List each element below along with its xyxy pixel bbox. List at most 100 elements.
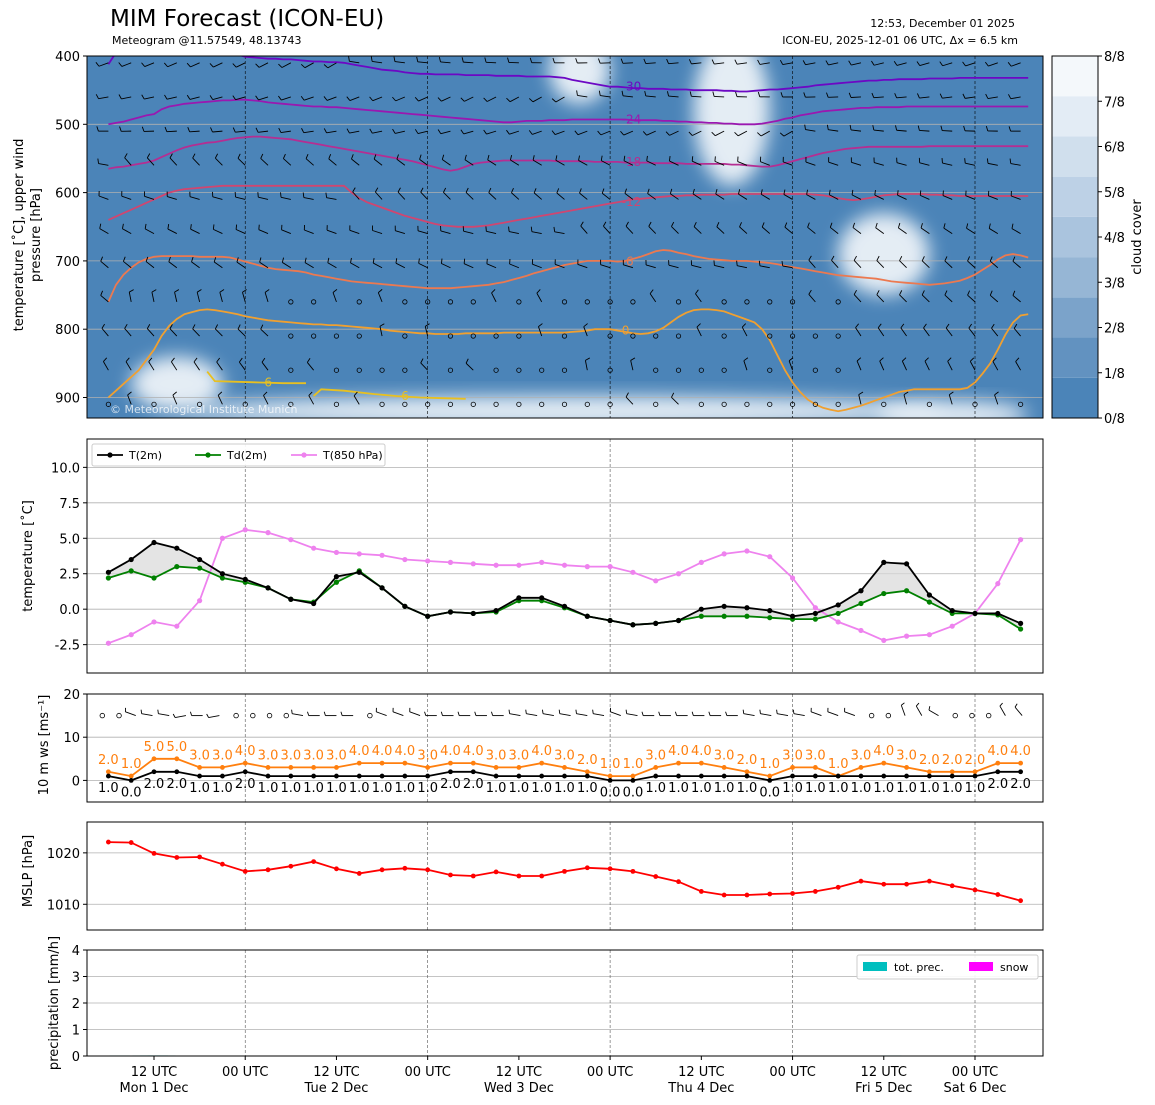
wind-barb-feather: [734, 59, 738, 65]
calm-marker: [539, 401, 545, 407]
wind-barb-feather: [597, 130, 602, 136]
wind-barb-feather: [779, 59, 784, 65]
legend-swatch: [969, 962, 993, 971]
wind-barb: [409, 711, 421, 717]
wind-barb: [858, 394, 862, 405]
wind-barb-feather: [743, 357, 749, 362]
calm-marker: [885, 712, 892, 719]
wind-barb-feather: [304, 257, 307, 263]
data-point: [105, 575, 111, 581]
wind-barb-feather: [641, 711, 644, 716]
wind-barb-feather: [944, 290, 948, 296]
wind-barb-feather: [190, 224, 192, 230]
data-point: [744, 773, 750, 779]
cloud-cover-colorbar: 0/8 1/8 2/8 3/8 4/8 5/8 6/8 7/8 8/8: [1051, 50, 1125, 427]
isotherm-line: [108, 135, 1029, 172]
data-label: 3.0: [851, 748, 872, 763]
wind-barb-feather: [919, 190, 922, 196]
wind-barb-feather: [598, 90, 601, 96]
wind-barb: [189, 96, 200, 100]
data-point: [790, 765, 795, 770]
data-point: [265, 585, 271, 591]
wind-barb-feather: [1012, 256, 1016, 262]
wind-barb-feather: [419, 154, 422, 160]
wind-barb-feather: [393, 56, 396, 62]
data-point: [926, 592, 932, 598]
wind-barb-feather: [1009, 158, 1012, 164]
wind-barb: [1010, 96, 1021, 100]
temperature-frame: [86, 438, 1044, 674]
wind-barb: [579, 192, 588, 200]
wind-barb-feather: [853, 255, 857, 261]
wind-barb: [166, 130, 177, 133]
ytick-label: 0.0: [59, 603, 80, 618]
data-point: [1018, 626, 1024, 632]
wind-barb-feather: [186, 62, 191, 68]
data-point: [584, 769, 590, 775]
wind-barb-feather: [757, 59, 761, 65]
data-point: [926, 878, 932, 884]
wind-barb-feather: [695, 289, 699, 295]
wind-barb-feather: [168, 256, 171, 262]
wind-barb: [577, 264, 588, 269]
wind-barb: [805, 62, 816, 66]
wind-barb: [463, 230, 474, 235]
wind-barb-feather: [141, 94, 145, 100]
wind-barb: [1011, 228, 1021, 234]
wind-barb: [920, 227, 930, 234]
calm-marker: [470, 401, 476, 407]
wind-barb: [100, 295, 109, 303]
wind-barb-feather: [437, 129, 442, 134]
wind-barb: [828, 161, 839, 166]
data-point: [402, 603, 408, 609]
wind-barb-feather: [984, 61, 989, 67]
wind-barb: [928, 709, 939, 716]
data-point: [653, 874, 659, 879]
wind-barb: [1014, 706, 1023, 716]
data-label: 4.0: [235, 744, 256, 759]
data-point: [333, 579, 340, 585]
wind-barb: [692, 160, 702, 166]
calm-marker: [402, 401, 408, 407]
wind-barb: [991, 327, 999, 337]
wind-barb-feather: [327, 257, 330, 263]
data-point: [128, 556, 134, 563]
data-label: 4.0: [691, 744, 712, 759]
wind-barb: [327, 62, 337, 69]
data-point: [949, 608, 955, 614]
data-point: [903, 633, 910, 639]
data-label: 1.0: [303, 781, 324, 796]
ytick-label: 1020: [47, 847, 80, 862]
calm-marker: [197, 401, 203, 407]
calm-marker: [333, 401, 340, 407]
data-point: [903, 561, 910, 567]
wind-barb: [555, 96, 565, 103]
wind-barb-feather: [465, 187, 469, 193]
wind-barb-feather: [127, 391, 132, 396]
data-point: [812, 765, 818, 770]
wind-barb-feather: [440, 258, 443, 264]
wind-barb: [215, 157, 223, 166]
wind-barb: [127, 394, 132, 405]
wind-barb: [897, 194, 907, 200]
wind-barb: [830, 227, 839, 234]
calm-marker: [561, 333, 568, 339]
calm-marker: [721, 401, 727, 407]
data-point: [311, 545, 317, 551]
data-point: [812, 610, 818, 617]
wind-barb-feather: [738, 189, 741, 195]
mslp-series: [105, 839, 1024, 904]
wind-barb: [1010, 163, 1021, 166]
colorbar-tick-label: 3/8: [1104, 276, 1125, 291]
wind-barb-feather: [214, 153, 219, 159]
wind-barb: [921, 294, 930, 303]
wind-barb: [738, 193, 748, 200]
wind-barb-feather: [939, 61, 944, 67]
wind-barb-feather: [508, 226, 510, 232]
data-point: [721, 603, 727, 609]
wind-barb-feather: [260, 324, 264, 330]
wind-barb-feather: [963, 125, 966, 131]
data-point: [242, 527, 248, 533]
wind-barb-feather: [530, 226, 533, 232]
data-point: [926, 632, 932, 638]
